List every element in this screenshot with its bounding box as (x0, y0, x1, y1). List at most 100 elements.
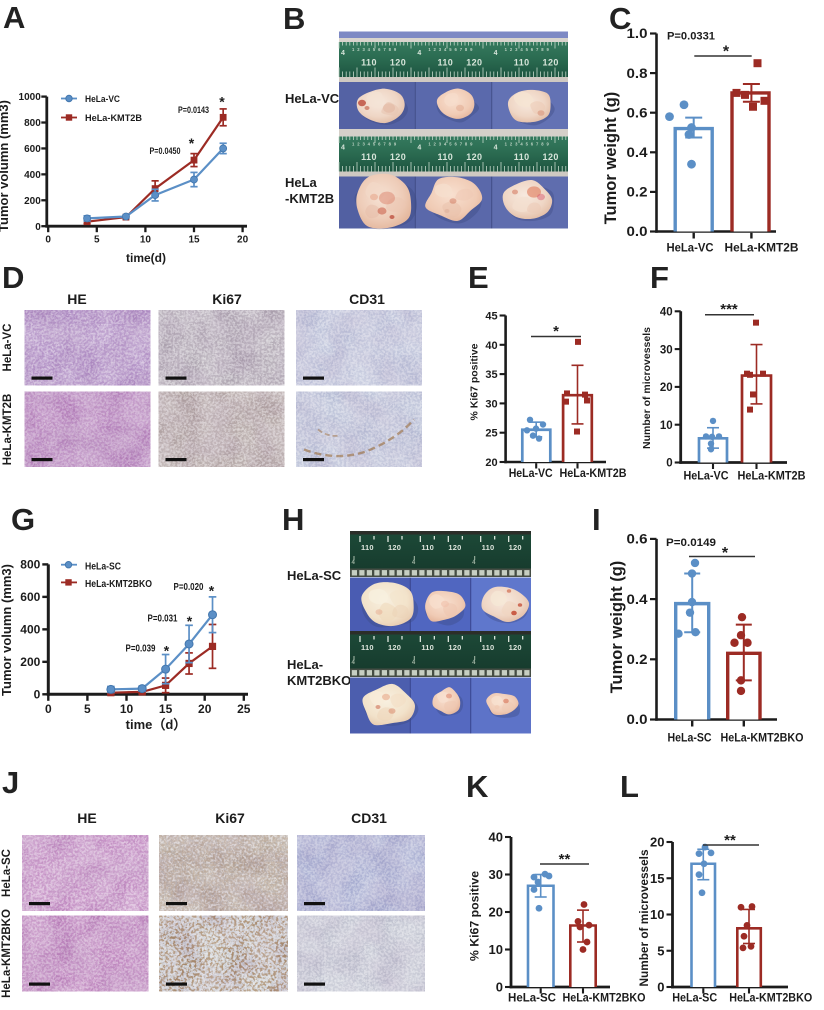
svg-text:20: 20 (237, 235, 249, 246)
svg-text:20: 20 (660, 382, 673, 394)
svg-text:HeLa-KMT2BKO: HeLa-KMT2BKO (729, 991, 812, 1005)
svg-text:400: 400 (24, 170, 41, 181)
svg-text:4: 4 (494, 145, 498, 152)
svg-text:0.2: 0.2 (627, 652, 648, 667)
svg-text:J: J (2, 765, 19, 800)
svg-text:110: 110 (482, 643, 495, 652)
svg-text:***: *** (720, 301, 738, 318)
svg-text:CD31: CD31 (349, 291, 385, 307)
svg-text:110: 110 (361, 643, 374, 652)
svg-text:HeLa-SC: HeLa-SC (85, 561, 121, 572)
svg-text:HeLa-SC: HeLa-SC (668, 731, 712, 745)
svg-text:5: 5 (84, 702, 91, 716)
svg-text:120: 120 (448, 543, 461, 552)
svg-text:Tumor volumn (mm3): Tumor volumn (mm3) (0, 100, 11, 232)
svg-text:HeLa-KMT2B: HeLa-KMT2B (560, 468, 627, 480)
svg-text:4: 4 (412, 660, 416, 666)
svg-text:HeLa-SC: HeLa-SC (508, 991, 556, 1005)
svg-text:**: ** (724, 832, 736, 849)
svg-text:20: 20 (485, 457, 497, 469)
svg-text:% Ki67 positive: % Ki67 positive (469, 343, 481, 420)
svg-text:G: G (11, 502, 35, 537)
svg-text:E: E (468, 260, 489, 295)
svg-text:40: 40 (660, 307, 673, 319)
svg-text:HeLa-KMT2B: HeLa-KMT2B (738, 471, 806, 483)
svg-text:120: 120 (448, 643, 461, 652)
svg-text:HE: HE (77, 810, 96, 826)
svg-text:110: 110 (514, 152, 530, 162)
svg-text:4: 4 (341, 50, 345, 57)
svg-text:*: * (164, 643, 170, 659)
svg-text:0.6: 0.6 (627, 105, 649, 120)
svg-text:HeLa-KMT2BKO: HeLa-KMT2BKO (1, 909, 13, 998)
svg-text:0: 0 (35, 222, 41, 233)
svg-text:0: 0 (45, 702, 52, 716)
svg-text:110: 110 (437, 152, 453, 162)
svg-text:HeLa-SC: HeLa-SC (672, 991, 717, 1005)
svg-text:0.4: 0.4 (627, 145, 649, 160)
svg-text:0.6: 0.6 (627, 532, 649, 547)
svg-text:120: 120 (390, 58, 406, 68)
svg-text:HeLa-KMT2B: HeLa-KMT2B (2, 394, 14, 466)
svg-text:0.8: 0.8 (627, 66, 649, 81)
svg-text:-KMT2B: -KMT2B (285, 191, 334, 206)
svg-text:KMT2BKO: KMT2BKO (287, 673, 351, 688)
svg-text:0.4: 0.4 (627, 592, 649, 607)
svg-text:*: * (209, 583, 215, 599)
svg-text:P=0.039: P=0.039 (126, 644, 156, 655)
svg-text:120: 120 (509, 643, 522, 652)
svg-text:10: 10 (140, 235, 152, 246)
svg-text:40: 40 (489, 830, 503, 845)
svg-text:4: 4 (412, 560, 416, 566)
svg-text:110: 110 (361, 58, 377, 68)
svg-text:4: 4 (472, 560, 476, 566)
svg-text:HeLa-KMT2B: HeLa-KMT2B (725, 241, 799, 255)
svg-text:600: 600 (24, 144, 41, 155)
svg-text:HeLa-SC: HeLa-SC (1, 849, 13, 897)
svg-text:110: 110 (437, 58, 453, 68)
svg-text:HeLa-KMT2BKO: HeLa-KMT2BKO (85, 579, 152, 590)
svg-text:HeLa-VC: HeLa-VC (2, 324, 14, 372)
svg-text:C: C (609, 1, 631, 36)
svg-text:10: 10 (650, 907, 664, 922)
svg-text:4: 4 (417, 145, 421, 152)
svg-text:20: 20 (650, 835, 664, 850)
svg-text:HE: HE (67, 291, 86, 307)
svg-text:4: 4 (417, 50, 421, 57)
svg-text:4: 4 (494, 50, 498, 57)
svg-text:P=0.031: P=0.031 (148, 614, 178, 625)
svg-text:1000: 1000 (19, 92, 42, 103)
svg-text:HeLa-KMT2BKO: HeLa-KMT2BKO (563, 991, 646, 1005)
svg-text:200: 200 (24, 196, 41, 207)
svg-text:P=0.020: P=0.020 (174, 582, 204, 593)
svg-text:800: 800 (24, 118, 41, 129)
svg-text:0: 0 (657, 980, 664, 995)
svg-text:Ki67: Ki67 (215, 810, 245, 826)
svg-text:*: * (722, 545, 729, 562)
svg-text:B: B (283, 1, 305, 36)
svg-text:25: 25 (237, 702, 251, 716)
svg-text:P=0.0450: P=0.0450 (150, 146, 181, 156)
svg-text:5: 5 (94, 235, 100, 246)
svg-text:1.0: 1.0 (627, 26, 648, 41)
svg-text:20: 20 (489, 905, 503, 920)
svg-text:40: 40 (485, 340, 497, 352)
svg-text:123456789: 123456789 (505, 142, 552, 147)
svg-text:**: ** (559, 851, 571, 868)
svg-text:110: 110 (361, 543, 374, 552)
svg-text:10: 10 (120, 702, 134, 716)
svg-text:time（d）: time（d） (126, 717, 187, 732)
svg-text:Tumor weight (g): Tumor weight (g) (608, 561, 626, 694)
svg-text:D: D (2, 260, 24, 295)
svg-text:HeLa-VC: HeLa-VC (509, 468, 553, 480)
svg-text:L: L (620, 769, 639, 804)
svg-text:H: H (282, 502, 304, 537)
svg-text:P=0.0143: P=0.0143 (178, 105, 209, 115)
svg-text:120: 120 (543, 58, 559, 68)
svg-text:120: 120 (509, 543, 522, 552)
svg-text:HeLa-SC: HeLa-SC (287, 568, 342, 583)
svg-text:0: 0 (496, 980, 503, 995)
svg-text:4: 4 (352, 660, 356, 666)
svg-text:120: 120 (388, 543, 401, 552)
svg-text:600: 600 (20, 590, 40, 604)
